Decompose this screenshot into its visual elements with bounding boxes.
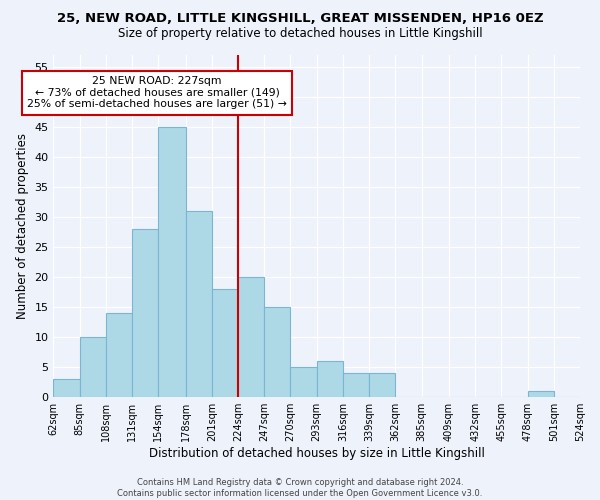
Text: Contains HM Land Registry data © Crown copyright and database right 2024.
Contai: Contains HM Land Registry data © Crown c… bbox=[118, 478, 482, 498]
Text: 25 NEW ROAD: 227sqm  
← 73% of detached houses are smaller (149)
25% of semi-det: 25 NEW ROAD: 227sqm ← 73% of detached ho… bbox=[27, 76, 287, 109]
Bar bbox=[212, 289, 238, 397]
Bar bbox=[238, 277, 264, 397]
Bar bbox=[106, 313, 132, 397]
Bar bbox=[158, 127, 185, 397]
X-axis label: Distribution of detached houses by size in Little Kingshill: Distribution of detached houses by size … bbox=[149, 447, 485, 460]
Bar bbox=[264, 307, 290, 397]
Bar bbox=[132, 229, 158, 397]
Bar bbox=[343, 373, 369, 397]
Bar bbox=[290, 367, 317, 397]
Bar bbox=[369, 373, 395, 397]
Text: Size of property relative to detached houses in Little Kingshill: Size of property relative to detached ho… bbox=[118, 28, 482, 40]
Bar bbox=[527, 391, 554, 397]
Bar bbox=[317, 361, 343, 397]
Bar bbox=[80, 337, 106, 397]
Y-axis label: Number of detached properties: Number of detached properties bbox=[16, 133, 29, 319]
Bar bbox=[185, 211, 212, 397]
Text: 25, NEW ROAD, LITTLE KINGSHILL, GREAT MISSENDEN, HP16 0EZ: 25, NEW ROAD, LITTLE KINGSHILL, GREAT MI… bbox=[56, 12, 544, 26]
Bar bbox=[53, 379, 80, 397]
